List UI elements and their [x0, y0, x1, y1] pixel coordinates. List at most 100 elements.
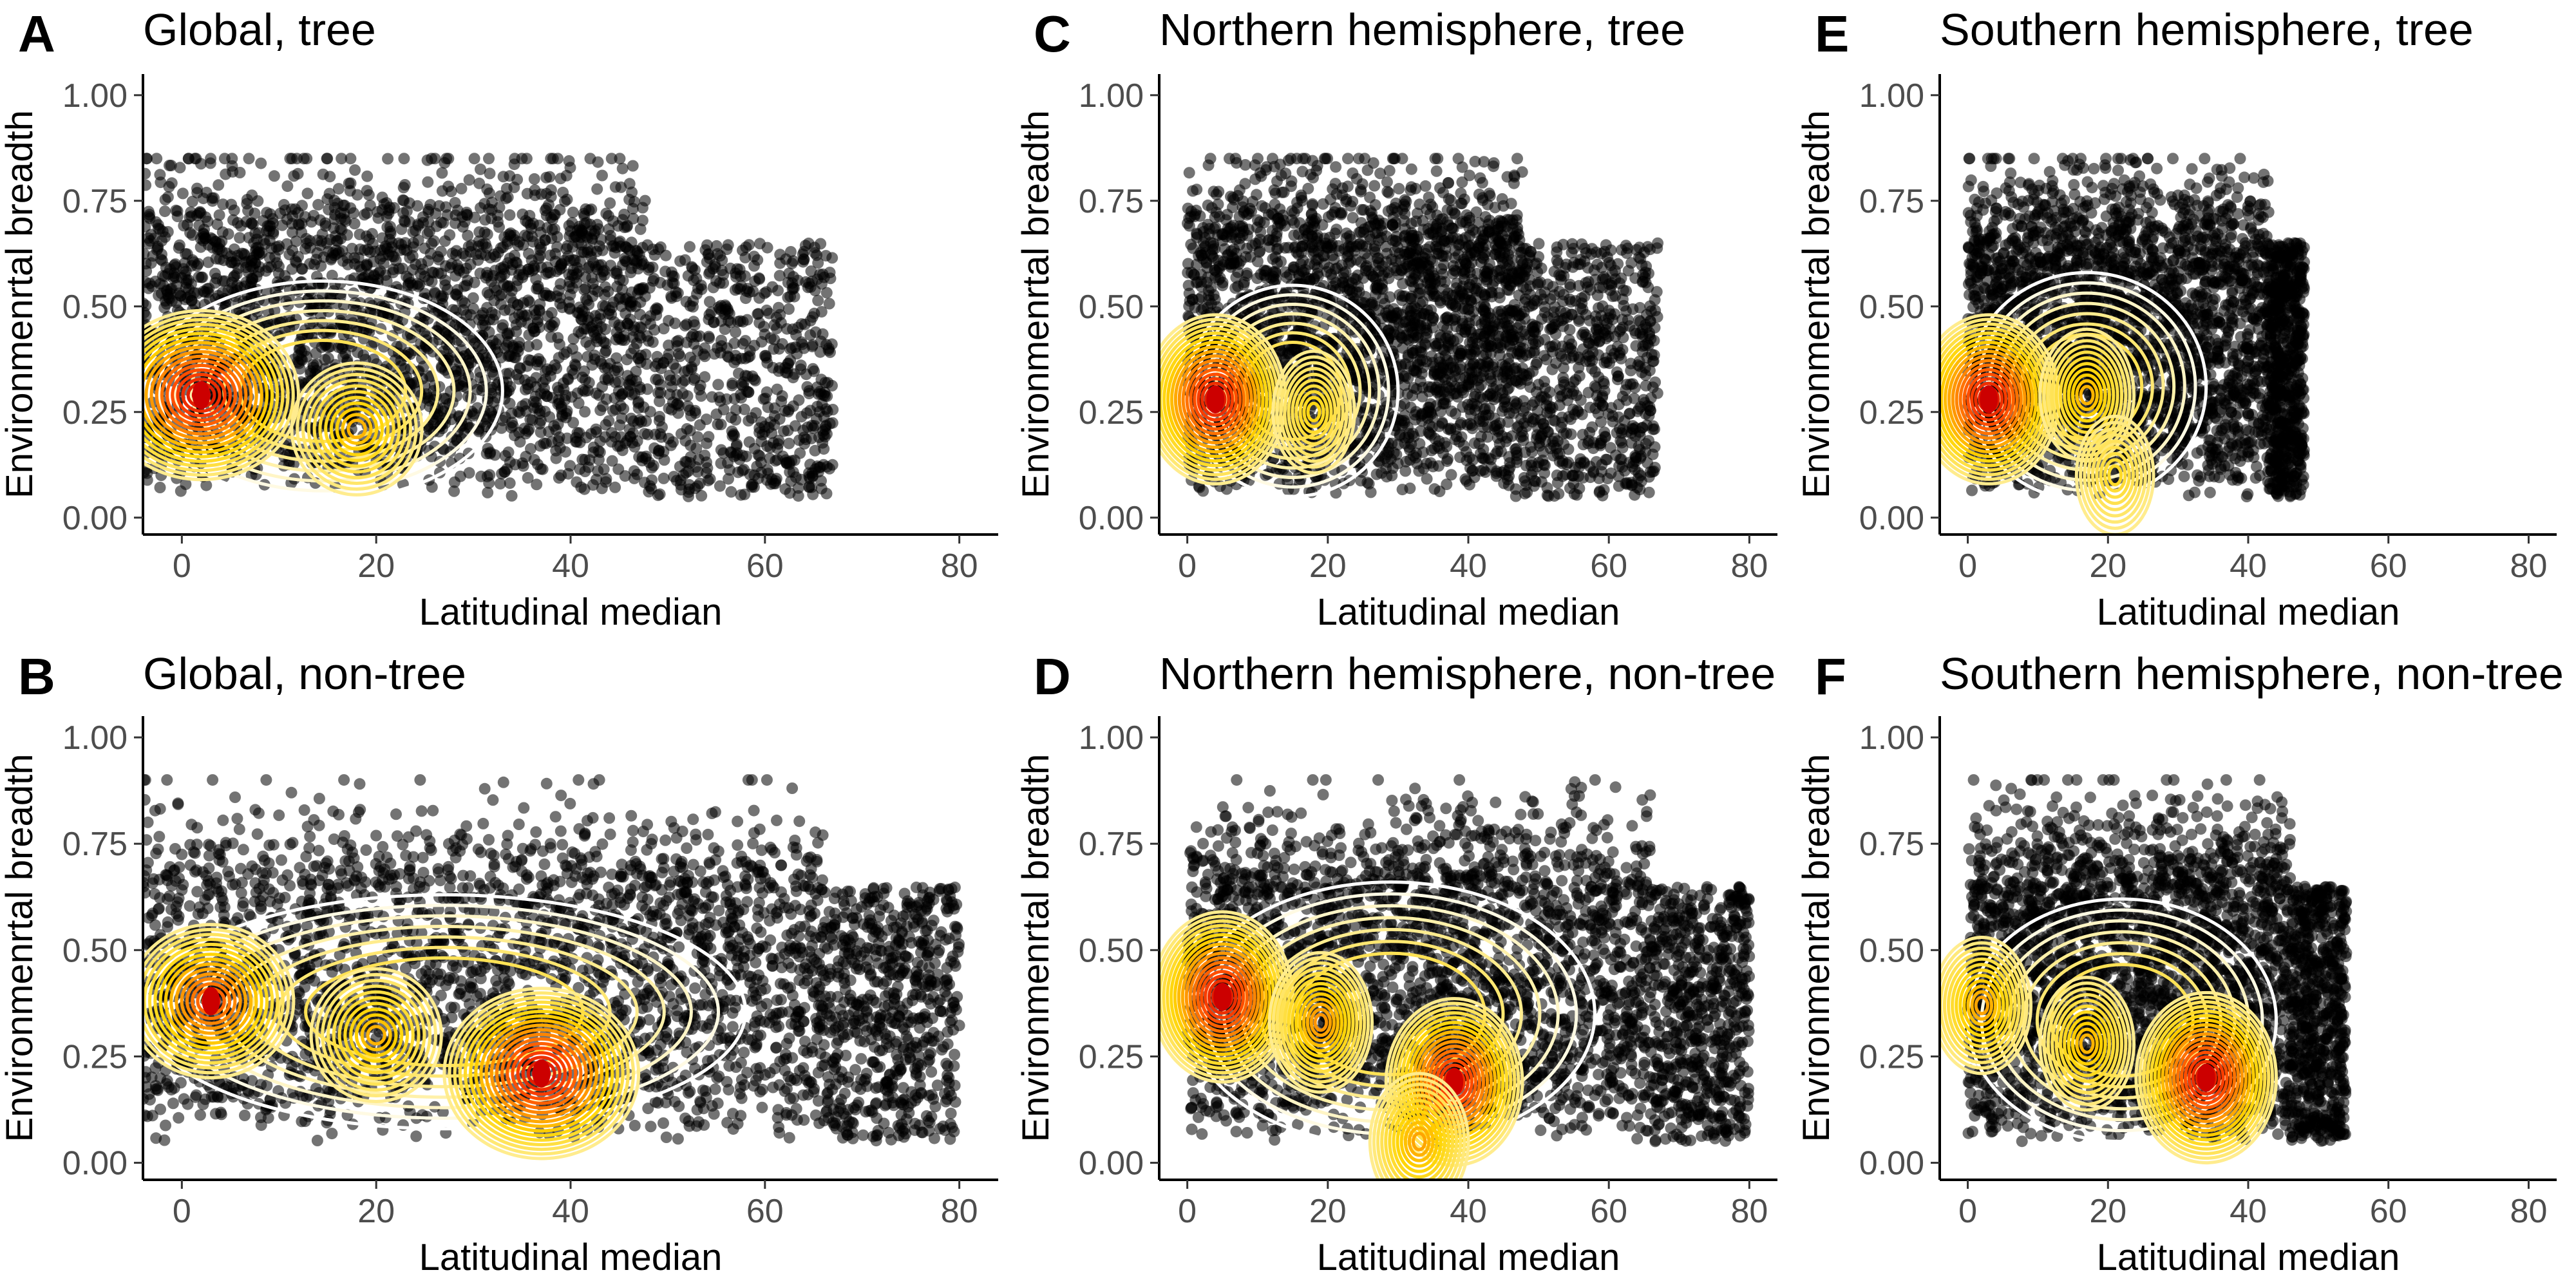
data-point	[475, 163, 486, 175]
contour-line	[335, 407, 379, 451]
data-point	[241, 198, 253, 210]
contour-line	[143, 332, 274, 459]
data-point	[234, 232, 246, 244]
data-point	[564, 254, 576, 267]
data-point	[413, 279, 426, 291]
data-point	[596, 169, 608, 182]
data-point	[180, 248, 192, 260]
data-point	[764, 478, 777, 490]
data-point	[586, 234, 598, 246]
data-point	[602, 285, 614, 298]
data-point	[578, 283, 590, 296]
data-point	[612, 365, 624, 377]
data-point	[567, 206, 579, 218]
x-tick-label: 0	[173, 547, 191, 585]
data-point	[600, 300, 612, 312]
data-point	[345, 177, 357, 189]
data-point	[529, 390, 542, 402]
data-point	[557, 186, 569, 198]
data-point	[796, 338, 808, 350]
data-point	[802, 421, 813, 433]
data-point	[180, 265, 192, 278]
data-point	[553, 385, 565, 397]
data-point	[545, 153, 557, 165]
data-point	[1520, 283, 1532, 296]
data-point	[1458, 440, 1470, 452]
data-point	[704, 296, 715, 308]
data-point	[674, 255, 687, 267]
data-point	[531, 355, 543, 368]
data-point	[636, 202, 649, 214]
data-point	[666, 381, 677, 393]
data-point	[336, 153, 348, 165]
data-point	[512, 299, 524, 311]
data-point	[609, 376, 621, 388]
data-point	[174, 162, 186, 174]
data-point	[715, 334, 727, 346]
panel-title: Global, tree	[143, 5, 376, 55]
data-point	[301, 350, 313, 363]
data-point	[498, 304, 511, 316]
data-point	[522, 425, 534, 437]
data-point	[625, 267, 637, 278]
data-point	[337, 255, 349, 267]
data-point	[571, 387, 583, 399]
data-point	[454, 470, 466, 482]
data-point	[818, 411, 830, 423]
data-point	[654, 277, 667, 289]
y-tick-label: 0.25	[62, 394, 128, 431]
data-point	[484, 252, 497, 264]
data-point	[617, 274, 629, 287]
data-point	[154, 482, 166, 493]
data-point	[740, 241, 752, 253]
data-point	[814, 346, 826, 358]
data-point	[156, 270, 169, 282]
data-point	[792, 274, 804, 287]
data-point	[703, 332, 715, 345]
data-point	[699, 371, 711, 383]
data-point	[213, 209, 225, 221]
data-point	[751, 460, 763, 473]
data-point	[513, 373, 525, 385]
data-point	[484, 167, 496, 180]
data-point	[422, 391, 434, 403]
data-point	[1456, 176, 1468, 188]
data-point	[495, 352, 507, 364]
data-point	[812, 294, 824, 307]
data-point	[679, 374, 691, 386]
data-point	[186, 195, 198, 207]
data-point	[567, 368, 580, 380]
data-point	[616, 412, 628, 424]
data-point	[242, 266, 254, 278]
data-point	[556, 409, 568, 421]
data-point	[278, 198, 290, 211]
data-point	[307, 361, 319, 374]
data-point	[820, 287, 833, 299]
data-point	[815, 482, 828, 495]
data-point	[764, 452, 775, 464]
data-point	[426, 153, 438, 165]
data-point	[507, 420, 519, 432]
data-point	[633, 283, 645, 295]
data-point	[564, 289, 576, 301]
data-point	[616, 162, 629, 175]
data-point	[197, 285, 209, 298]
panel-letter: C	[1034, 5, 1071, 62]
data-point	[508, 158, 520, 171]
data-point	[533, 283, 544, 295]
data-point	[151, 153, 163, 165]
data-point	[768, 410, 781, 422]
data-point	[376, 191, 388, 204]
data-point	[752, 308, 764, 320]
data-point	[533, 220, 545, 231]
data-point	[586, 272, 598, 284]
data-point	[618, 209, 630, 220]
data-point	[808, 307, 820, 319]
data-point	[475, 202, 486, 214]
data-point	[753, 273, 766, 285]
data-point	[1478, 156, 1490, 168]
data-point	[580, 336, 592, 348]
data-point	[762, 468, 774, 480]
data-point	[160, 298, 173, 310]
data-point	[803, 481, 815, 493]
